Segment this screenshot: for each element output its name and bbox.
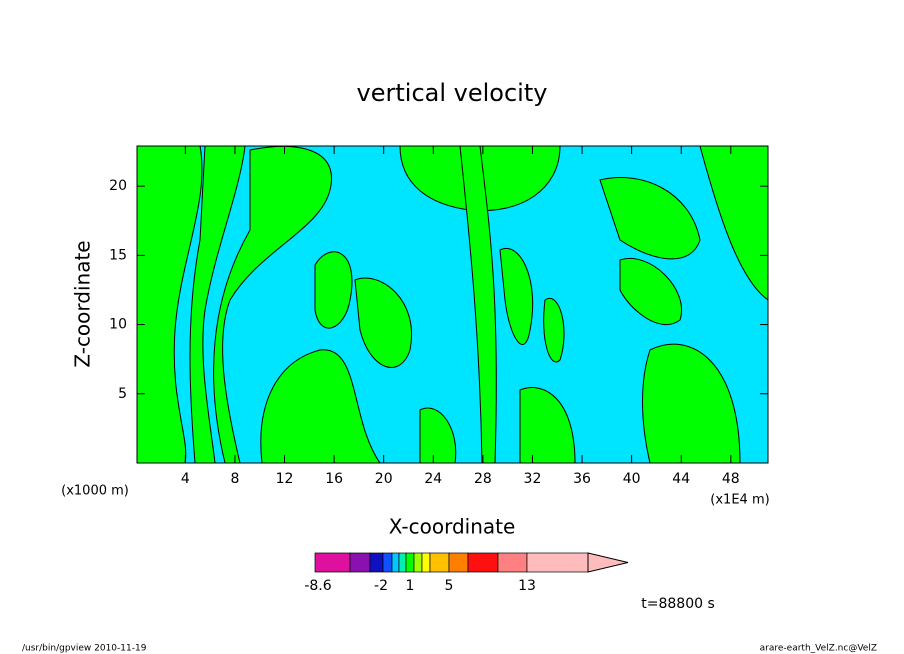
contour-region	[642, 343, 741, 463]
colorbar-segment	[405, 552, 415, 573]
colorbar-segment	[314, 552, 351, 573]
x-tick-label: 48	[722, 471, 740, 487]
x-tick-label: 12	[276, 471, 294, 487]
field-blobs	[137, 146, 768, 463]
chart-title: vertical velocity	[357, 79, 548, 107]
time-label: t=88800 s	[641, 596, 715, 612]
contour-field	[137, 146, 768, 463]
colorbar-segment	[391, 552, 400, 573]
y-tick-label: 20	[109, 178, 127, 194]
contour-region	[137, 146, 203, 463]
contour-region	[599, 177, 701, 260]
colorbar-segment	[448, 552, 469, 573]
colorbar-segment	[421, 552, 431, 573]
colorbar-segment	[413, 552, 423, 573]
footer-right: arare-earth_VelZ.nc@VelZ	[760, 644, 877, 654]
contour-region	[260, 349, 381, 463]
plot-frame	[136, 145, 769, 464]
contour-region	[314, 251, 353, 329]
contour-region	[543, 297, 565, 363]
colorbar-segment	[398, 552, 407, 573]
contour-region	[213, 146, 332, 463]
x-tick-label: 24	[424, 471, 442, 487]
contour-region	[189, 146, 246, 463]
x-tick-label: 16	[325, 471, 343, 487]
contour-region	[354, 277, 412, 368]
x-tick-label: 8	[230, 471, 239, 487]
colorbar-label: 1	[406, 578, 415, 594]
x-unit-right: (x1E4 m)	[710, 493, 769, 508]
colorbar-label: 13	[518, 578, 536, 594]
colorbar-label: -8.6	[304, 578, 331, 594]
x-unit-left: (x1000 m)	[61, 484, 129, 499]
y-tick-label: 5	[118, 386, 127, 402]
y-tick-label: 10	[109, 317, 127, 333]
colorbar-segment	[382, 552, 393, 573]
x-tick-label: 32	[524, 471, 542, 487]
colorbar-segment	[349, 552, 371, 573]
y-axis-label: Z-coordinate	[71, 240, 95, 367]
colorbar-extension	[587, 552, 629, 573]
contour-region	[459, 146, 497, 463]
colorbar-segment	[429, 552, 450, 573]
colorbar-label: 5	[445, 578, 454, 594]
colorbar-segment	[467, 552, 499, 573]
contour-region	[619, 257, 683, 326]
x-tick-label: 36	[573, 471, 591, 487]
colorbar-segment	[526, 552, 589, 573]
colorbar-segment	[497, 552, 528, 573]
colorbar-segment	[369, 552, 384, 573]
contour-region	[499, 247, 534, 345]
x-tick-label: 28	[474, 471, 492, 487]
x-tick-label: 44	[672, 471, 690, 487]
x-axis-label: X-coordinate	[389, 515, 516, 539]
colorbar-label: -2	[374, 578, 388, 594]
x-tick-label: 40	[623, 471, 641, 487]
y-tick-label: 15	[109, 247, 127, 263]
footer-left: /usr/bin/gpview 2010-11-19	[22, 644, 147, 654]
x-tick-label: 4	[181, 471, 190, 487]
x-tick-label: 20	[375, 471, 393, 487]
